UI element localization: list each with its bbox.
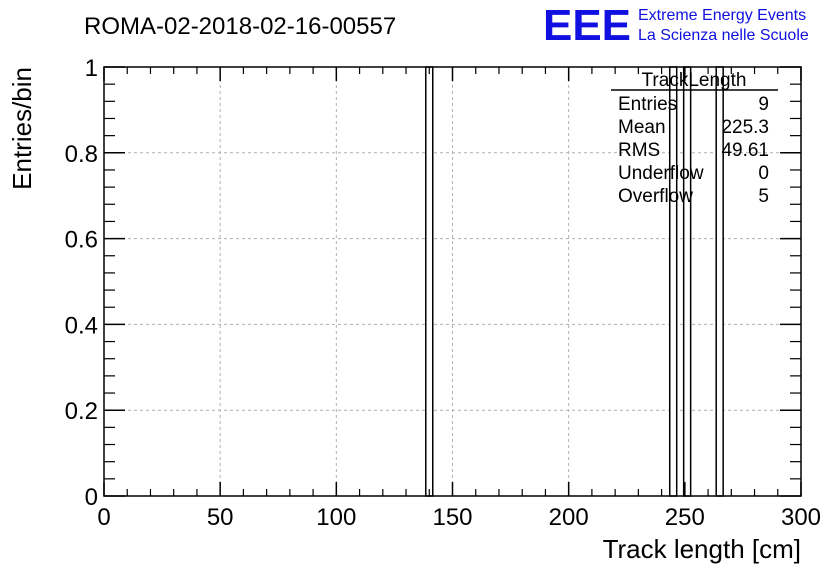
chart-title: ROMA-02-2018-02-16-00557 (84, 13, 396, 40)
stats-row-label: Entries (618, 94, 677, 115)
plot-frame (103, 66, 802, 497)
eee-logo: EEE Extreme Energy Events La Scienza nel… (543, 1, 809, 50)
x-tick-label: 300 (781, 504, 821, 531)
y-tick-label: 1 (85, 55, 98, 82)
stats-row-value: 9 (758, 94, 769, 115)
y-tick-label: 0.8 (65, 141, 98, 168)
grid (104, 67, 801, 496)
stats-row-value: 49.61 (721, 140, 769, 161)
stats-box: TrackLength Entries 9 Mean 225.3 RMS 49.61 Und… (611, 70, 778, 207)
stats-row-label: RMS (618, 140, 660, 161)
stats-row-value: 5 (758, 186, 769, 207)
stats-row-value: 225.3 (721, 117, 769, 138)
eee-logo-line2: La Scienza nelle Scuole (638, 27, 809, 44)
eee-logo-line1: Extreme Energy Events (638, 7, 806, 24)
x-tick-label: 150 (432, 504, 472, 531)
y-tick-label: 0.2 (65, 398, 98, 425)
histogram-bar (668, 66, 678, 497)
x-axis-ticks: 0 50 100 150 200 250 300 (97, 67, 821, 531)
stats-row-value: 0 (758, 163, 769, 184)
stats-box-title: TrackLength (642, 70, 747, 91)
stats-row-label: Underflow (618, 163, 704, 184)
histogram-bar (682, 66, 692, 497)
stats-row-label: Overflow (618, 186, 693, 207)
y-axis-ticks: 0 0.2 0.4 0.6 0.8 1 (65, 55, 801, 511)
eee-logo-mark: EEE (543, 1, 631, 50)
stats-row-label: Mean (618, 117, 666, 138)
x-tick-label: 100 (316, 504, 356, 531)
x-tick-label: 250 (665, 504, 705, 531)
x-tick-label: 0 (97, 504, 110, 531)
y-tick-label: 0.6 (65, 227, 98, 254)
y-tick-label: 0.4 (65, 312, 98, 339)
y-axis-label: Entries/bin (7, 67, 37, 190)
y-tick-label: 0 (85, 484, 98, 511)
x-tick-label: 50 (207, 504, 234, 531)
x-tick-label: 200 (549, 504, 589, 531)
histogram-bar (425, 66, 434, 497)
histogram-bars (425, 66, 724, 497)
x-axis-label: Track length [cm] (603, 534, 801, 564)
